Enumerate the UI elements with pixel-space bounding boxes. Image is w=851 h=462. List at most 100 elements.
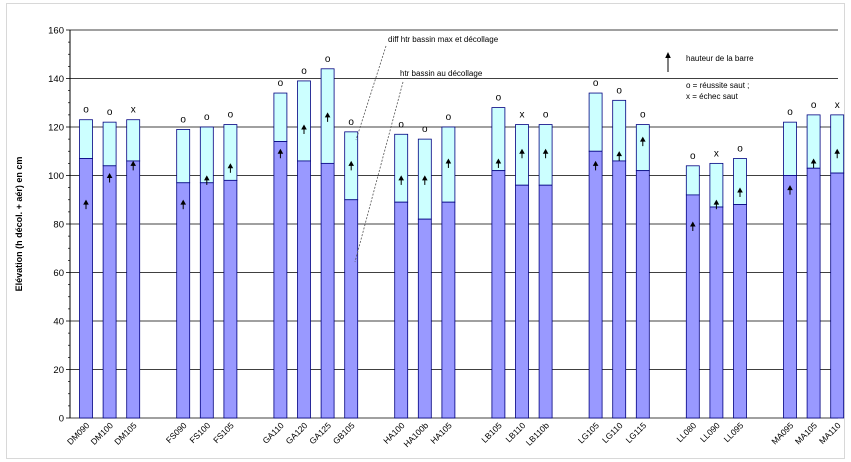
bar-height-arrow xyxy=(180,199,186,205)
bar-height-arrow xyxy=(324,112,331,118)
bar-lower-segment xyxy=(176,182,191,419)
x-tick-label: GB105 xyxy=(331,420,357,446)
y-tick-label: 100 xyxy=(48,171,64,182)
result-marker: o xyxy=(811,100,817,111)
annotation-htr-pointer xyxy=(354,81,404,263)
annotation-htr-label: htr bassin au décollage xyxy=(400,69,483,78)
x-tick-label: LG105 xyxy=(576,420,601,445)
bar-height-arrow xyxy=(787,185,793,191)
bar-height-arrow xyxy=(690,221,696,227)
bar-upper-segment xyxy=(733,158,747,205)
bar-lower-segment xyxy=(783,175,797,419)
result-marker: o xyxy=(348,117,354,128)
result-marker: o xyxy=(640,110,646,121)
bar-lower-segment xyxy=(538,184,553,419)
bar-upper-segment xyxy=(102,121,117,167)
x-tick-label: LB110b xyxy=(524,420,552,448)
bar-upper-segment xyxy=(176,129,191,184)
bar-height-arrow xyxy=(834,148,840,154)
bar-height-arrow xyxy=(204,175,210,181)
y-tick-label: 0 xyxy=(59,414,64,425)
bar-lower-segment xyxy=(394,201,409,419)
bar-height-arrow xyxy=(519,148,525,154)
bar-lower-segment xyxy=(830,172,845,419)
result-marker: o xyxy=(325,54,331,65)
bar-upper-segment xyxy=(126,119,141,162)
x-tick-label: DM105 xyxy=(112,420,139,447)
x-tick-label: GA110 xyxy=(260,420,286,446)
bar-lower-segment xyxy=(685,194,700,419)
bar-lower-segment xyxy=(612,160,627,419)
bar-height-arrow xyxy=(713,199,720,205)
result-marker: o xyxy=(228,110,234,121)
bar-upper-segment xyxy=(394,133,409,203)
annotation-diff-label: diff htr bassin max et décollage xyxy=(388,35,499,44)
result-marker: o xyxy=(737,144,743,155)
bar-lower-segment xyxy=(102,165,117,419)
bar-upper-segment xyxy=(297,80,311,162)
bar-upper-segment xyxy=(273,92,288,142)
y-tick-label: 20 xyxy=(53,365,64,376)
bar-height-arrow xyxy=(810,158,817,164)
y-tick-label: 140 xyxy=(48,74,64,85)
legend-failure-label: x = échec saut xyxy=(686,92,739,101)
bar-lower-segment xyxy=(733,204,747,419)
bar-height-arrow xyxy=(301,124,307,130)
result-marker: x xyxy=(131,105,136,116)
result-marker: o xyxy=(204,112,210,123)
bar-lower-segment xyxy=(297,160,311,419)
bar-height-arrow xyxy=(422,175,428,181)
x-tick-label: LB105 xyxy=(479,420,504,445)
x-tick-label: LG110 xyxy=(600,420,625,445)
bar-lower-segment xyxy=(588,150,603,419)
result-marker: o xyxy=(593,78,599,89)
bar-lower-segment xyxy=(223,179,238,419)
x-tick-label: FS100 xyxy=(187,420,212,445)
y-tick-label: 40 xyxy=(53,317,64,328)
bar-lower-segment xyxy=(709,206,724,419)
result-marker: o xyxy=(690,151,696,162)
x-tick-label: LL080 xyxy=(674,420,698,444)
result-marker: x xyxy=(835,100,840,111)
bar-lower-segment xyxy=(441,201,456,419)
bar-height-arrow xyxy=(106,173,113,178)
bar-upper-segment xyxy=(588,92,603,152)
result-marker: o xyxy=(446,112,452,123)
annotation-diff-pointer xyxy=(355,45,387,141)
result-marker: x xyxy=(714,148,719,159)
bar-lower-segment xyxy=(273,141,288,419)
x-tick-label: GA125 xyxy=(307,420,333,446)
result-marker: o xyxy=(422,124,428,135)
bar-upper-segment xyxy=(79,119,93,159)
legend-bar-height-label: hauteur de la barre xyxy=(686,54,754,63)
bar-height-arrow xyxy=(737,187,743,193)
x-tick-label: HA100b xyxy=(401,420,430,449)
bar-lower-segment xyxy=(515,184,529,419)
x-tick-label: FS090 xyxy=(164,420,189,445)
y-tick-label: 120 xyxy=(48,123,64,134)
result-marker: o xyxy=(398,119,404,130)
y-axis-label: Elévation (h décol. + aér) en cm xyxy=(14,157,24,292)
bar-height-arrow xyxy=(83,199,89,205)
legend-success-label: o = réussite saut ; xyxy=(686,81,749,90)
x-tick-label: LG115 xyxy=(624,420,649,445)
bar-height-arrow xyxy=(130,160,136,166)
result-marker: o xyxy=(278,78,284,89)
bar-lower-segment xyxy=(79,158,93,419)
bar-height-arrow xyxy=(616,151,622,157)
bar-lower-segment xyxy=(491,170,506,419)
result-marker: x xyxy=(520,110,525,121)
bar-height-arrow xyxy=(592,160,599,166)
bar-lower-segment xyxy=(417,218,432,419)
x-tick-label: FS105 xyxy=(211,420,236,445)
x-tick-label: MA095 xyxy=(769,420,795,446)
result-marker: o xyxy=(180,114,186,125)
bar-height-arrow xyxy=(348,160,354,166)
x-tick-label: MA110 xyxy=(817,420,843,446)
bar-lower-segment xyxy=(320,162,335,419)
bar-height-arrow xyxy=(495,158,502,164)
bar-upper-segment xyxy=(635,124,650,172)
x-tick-label: DM090 xyxy=(65,420,92,447)
y-tick-label: 60 xyxy=(53,268,64,279)
